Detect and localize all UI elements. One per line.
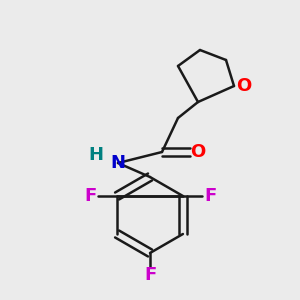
Text: F: F (204, 187, 216, 205)
Text: N: N (110, 154, 125, 172)
Text: H: H (88, 146, 104, 164)
Text: O: O (236, 77, 252, 95)
Text: O: O (190, 143, 206, 161)
Text: F: F (144, 266, 156, 284)
Text: F: F (84, 187, 96, 205)
